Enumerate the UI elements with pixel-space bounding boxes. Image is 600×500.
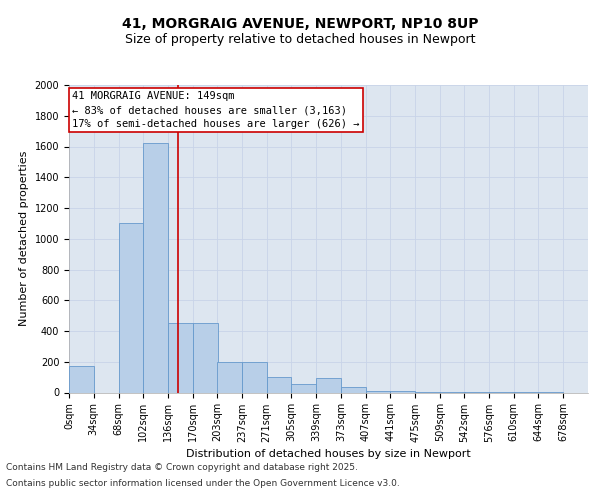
Bar [242, 362, 266, 392]
Text: 41, MORGRAIG AVENUE, NEWPORT, NP10 8UP: 41, MORGRAIG AVENUE, NEWPORT, NP10 8UP [122, 18, 478, 32]
Bar [217, 362, 242, 392]
Text: 41 MORGRAIG AVENUE: 149sqm
← 83% of detached houses are smaller (3,163)
17% of s: 41 MORGRAIG AVENUE: 149sqm ← 83% of deta… [72, 91, 359, 129]
Bar [168, 324, 193, 392]
X-axis label: Distribution of detached houses by size in Newport: Distribution of detached houses by size … [186, 448, 471, 458]
Text: Contains public sector information licensed under the Open Government Licence v3: Contains public sector information licen… [6, 478, 400, 488]
Bar [365, 390, 391, 392]
Bar [266, 377, 292, 392]
Bar [143, 142, 168, 392]
Bar [341, 387, 365, 392]
Y-axis label: Number of detached properties: Number of detached properties [19, 151, 29, 326]
Bar [316, 378, 341, 392]
Bar [69, 366, 94, 392]
Text: Size of property relative to detached houses in Newport: Size of property relative to detached ho… [125, 33, 475, 46]
Bar [193, 324, 218, 392]
Bar [292, 384, 316, 392]
Text: Contains HM Land Registry data © Crown copyright and database right 2025.: Contains HM Land Registry data © Crown c… [6, 464, 358, 472]
Bar [119, 224, 143, 392]
